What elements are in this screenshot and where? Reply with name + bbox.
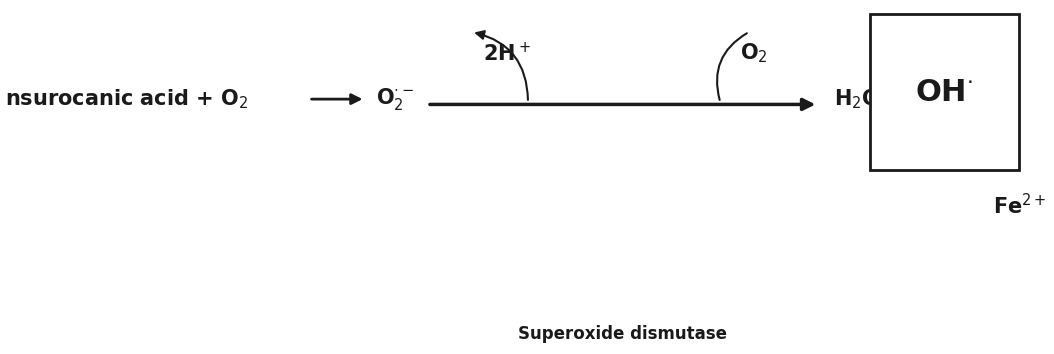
Text: Superoxide dismutase: Superoxide dismutase	[519, 325, 727, 343]
Text: 2H$^+$: 2H$^+$	[483, 41, 530, 65]
Text: O$^{\cdot-}_2$: O$^{\cdot-}_2$	[375, 86, 414, 112]
Text: OH$^{\cdot}$: OH$^{\cdot}$	[915, 78, 974, 107]
Text: O$_2$: O$_2$	[741, 41, 768, 65]
Text: H$_2$O$_2$: H$_2$O$_2$	[834, 87, 890, 111]
Text: Fe$^{2+}$: Fe$^{2+}$	[993, 193, 1047, 218]
Text: nsurocanic acid + O$_2$: nsurocanic acid + O$_2$	[5, 87, 249, 111]
FancyBboxPatch shape	[870, 14, 1019, 170]
